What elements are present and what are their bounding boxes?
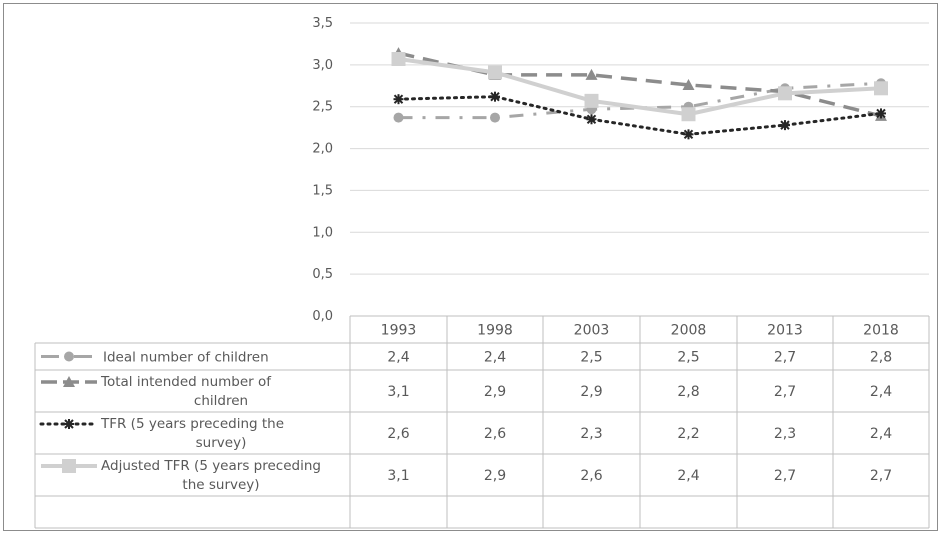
data-label: 3,1 — [387, 384, 409, 400]
series-line-3 — [397, 95, 883, 136]
y-tick-label: 1,0 — [312, 225, 333, 240]
data-label: 2,5 — [677, 350, 699, 366]
legend-key-marker — [62, 459, 76, 473]
asterisk-stroke — [64, 419, 74, 429]
series-1-marker — [393, 112, 404, 123]
series-line-4 — [398, 57, 882, 117]
series-4-marker — [391, 51, 406, 66]
y-tick-label: 2,5 — [312, 100, 333, 115]
series-4-marker — [874, 81, 888, 96]
y-tick-label: 2,0 — [312, 142, 333, 157]
asterisk-stroke — [780, 120, 790, 130]
data-label: 2,4 — [870, 426, 892, 442]
asterisk-stroke — [586, 114, 597, 124]
series-3-marker — [586, 114, 597, 125]
x-tick-label: 2008 — [671, 323, 707, 339]
legend-entry-label: Adjusted TFR (5 years preceding — [101, 458, 321, 474]
y-tick-label: 0,5 — [312, 267, 333, 282]
data-label: 2,5 — [580, 350, 602, 366]
legend-entry-label: Ideal number of children — [103, 350, 269, 366]
y-tick-label: 1,5 — [312, 183, 333, 198]
legend-key-marker — [64, 351, 74, 362]
data-label: 2,9 — [580, 384, 602, 400]
data-label: 2,6 — [484, 426, 506, 442]
data-label: 2,2 — [677, 426, 699, 442]
x-tick-label: 1998 — [477, 323, 513, 339]
y-tick-label: 3,0 — [312, 58, 333, 73]
asterisk-stroke — [683, 129, 694, 140]
series-line-1 — [398, 81, 882, 120]
series-4-marker — [681, 107, 696, 122]
series-2-marker — [585, 68, 598, 80]
series-3-marker — [490, 91, 500, 102]
asterisk-stroke — [876, 108, 886, 119]
data-label: 2,8 — [677, 384, 699, 400]
data-label: 2,3 — [580, 426, 602, 442]
series-4-marker — [584, 93, 599, 108]
data-label: 2,7 — [774, 384, 796, 400]
x-tick-label: 2013 — [767, 323, 803, 339]
series-3-marker — [393, 94, 404, 105]
legend-entry-label: survey) — [196, 435, 247, 451]
data-label: 2,7 — [870, 468, 892, 484]
asterisk-stroke — [393, 94, 404, 104]
series-3-marker — [876, 108, 886, 119]
series-3-marker — [780, 120, 790, 131]
legend-key-marker — [64, 419, 74, 429]
data-label: 2,9 — [484, 384, 506, 400]
legend-entry-label: Total intended number of — [100, 374, 272, 390]
x-tick-label: 2018 — [863, 323, 899, 339]
y-tick-label: 3,5 — [312, 16, 333, 31]
data-label: 2,3 — [774, 426, 796, 442]
legend-entry-label: the survey) — [182, 477, 259, 493]
data-label: 2,7 — [774, 468, 796, 484]
y-axis: 0,0 0,5 1,0 1,5 2,0 2,5 3,0 3,5 — [312, 16, 333, 324]
data-label: 2,6 — [387, 426, 409, 442]
x-tick-label: 1993 — [381, 323, 417, 339]
y-tick-label: 0,0 — [312, 309, 333, 324]
data-label: 2,4 — [677, 468, 699, 484]
data-table: 1993 1998 2003 2008 2013 2018 Ideal number of … — [34, 315, 930, 529]
x-tick-label: 2003 — [574, 323, 610, 339]
legend-entry-label: TFR (5 years preceding the — [100, 416, 284, 432]
series-lines — [391, 47, 888, 140]
data-label: 2,4 — [484, 350, 506, 366]
series-1-marker — [490, 112, 500, 123]
data-label: 3,1 — [387, 468, 409, 484]
data-label: 2,8 — [870, 350, 892, 366]
data-label: 2,9 — [484, 468, 506, 484]
data-label: 2,4 — [387, 350, 409, 366]
data-label: 2,4 — [870, 384, 892, 400]
legend-entry-label: children — [194, 393, 248, 409]
series-3-marker — [683, 129, 694, 140]
asterisk-stroke — [490, 91, 500, 102]
series-4-marker — [488, 65, 502, 80]
series-4-marker — [778, 86, 792, 101]
legend-key-marker — [63, 376, 75, 387]
data-label: 2,7 — [774, 350, 796, 366]
data-label: 2,6 — [580, 468, 602, 484]
series-2-marker — [682, 78, 695, 90]
